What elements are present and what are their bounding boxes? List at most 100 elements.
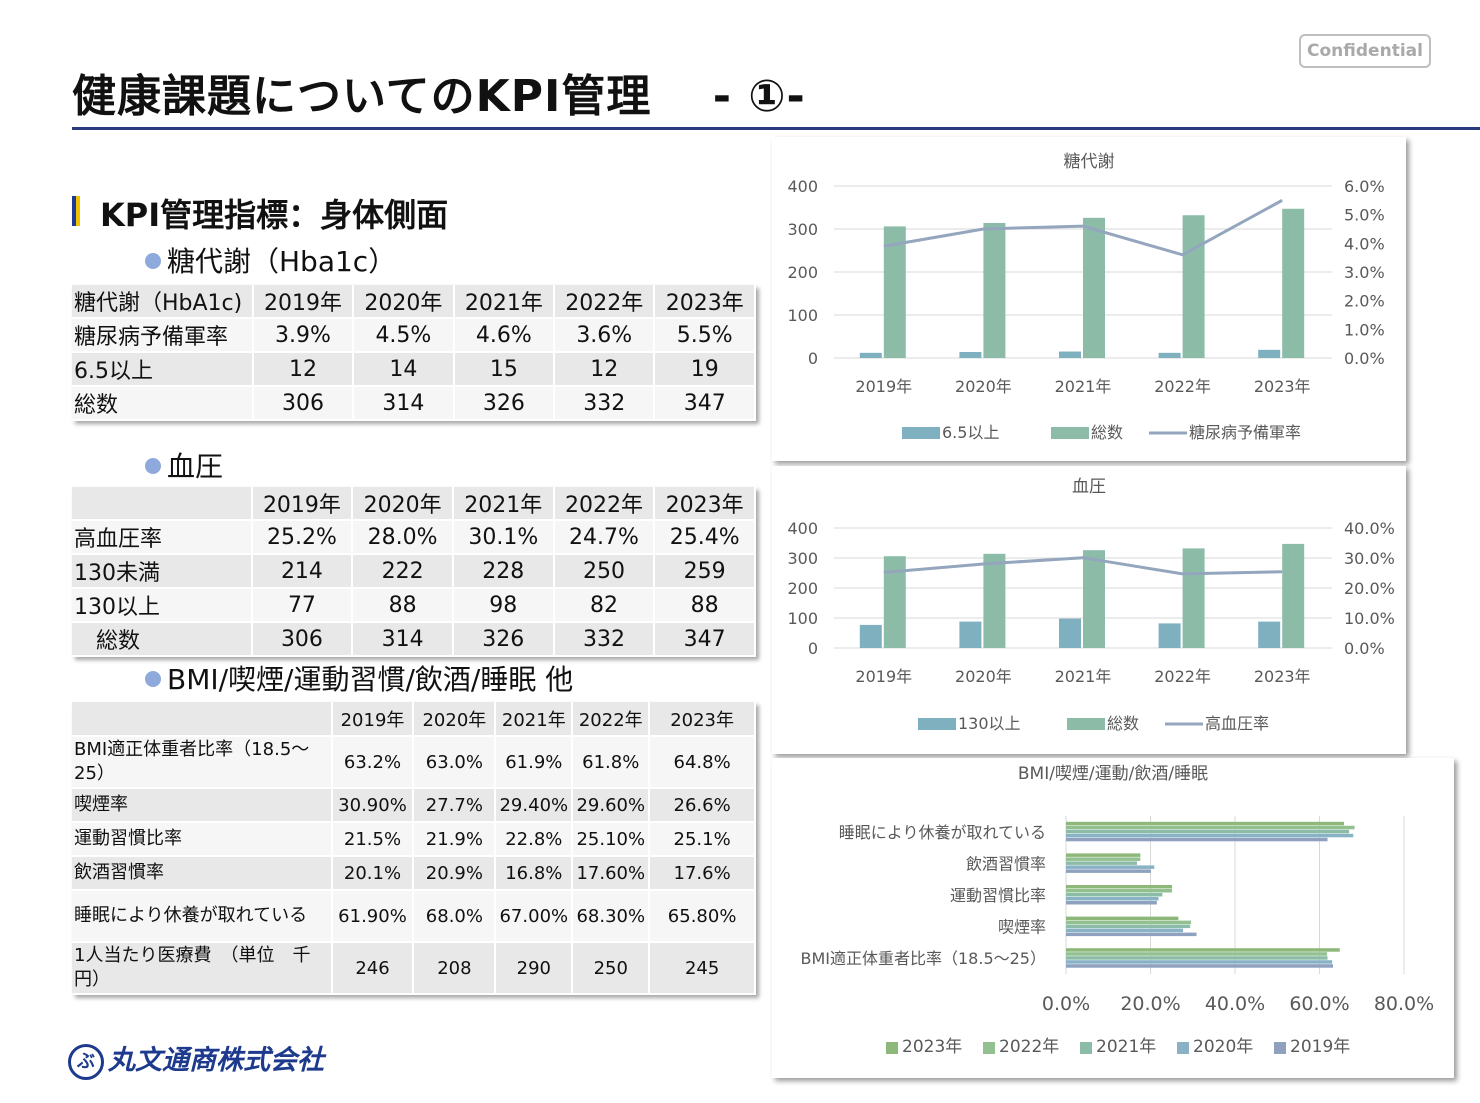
y-tick-label: 喫煙率 bbox=[998, 918, 1046, 937]
table-cell: 65.80% bbox=[649, 890, 756, 943]
table-cell: 347 bbox=[654, 386, 756, 421]
table-cell: 306 bbox=[251, 622, 354, 657]
table-header-cell: 2020年 bbox=[352, 487, 454, 521]
x-tick-label: 2019年 bbox=[855, 377, 912, 396]
table-header-cell: 2022年 bbox=[553, 487, 656, 521]
table-cell: 12 bbox=[554, 352, 656, 387]
legend-swatch bbox=[983, 1042, 995, 1054]
blood-pressure-table: 2019年 2020年 2021年 2022年 2023年 高血圧率 25.2%… bbox=[72, 487, 756, 657]
bar-総数 bbox=[1083, 217, 1105, 358]
bar-2021年 bbox=[1066, 829, 1350, 834]
bar-2022年 bbox=[1066, 920, 1192, 925]
table-cell: 27.7% bbox=[413, 788, 497, 823]
table-cell: 3.9% bbox=[252, 318, 355, 353]
lifestyle-bar-chart: BMI/喫煙/運動/飲酒/睡眠 0.0% 20.0% 40.0% 60.0% 80.0% 睡… bbox=[801, 764, 1435, 1057]
table-row-label: 総数 bbox=[72, 622, 253, 657]
table-row-label: 運動習慣比率 bbox=[72, 822, 333, 857]
table-header-row: 2019年 2020年 2021年 2022年 2023年 bbox=[72, 487, 756, 521]
table-row: 6.5以上 12 14 15 12 19 bbox=[72, 352, 756, 387]
table-cell: 88 bbox=[654, 588, 756, 623]
legend-label: 6.5以上 bbox=[942, 423, 999, 442]
x-tick-label: 60.0% bbox=[1289, 993, 1349, 1015]
table-cell: 20.1% bbox=[331, 856, 415, 891]
y-tick-label: 睡眠により休養が取れている bbox=[839, 823, 1046, 842]
bullet-bp-label: 血圧 bbox=[167, 450, 224, 483]
table-cell: 214 bbox=[251, 554, 354, 589]
bar-6.5以上 bbox=[1158, 352, 1181, 358]
chart-title: BMI/喫煙/運動/飲酒/睡眠 bbox=[1018, 764, 1208, 784]
table-cell: 259 bbox=[654, 554, 756, 589]
bar-130以上 bbox=[1158, 623, 1181, 648]
table-header-cell: 2019年 bbox=[252, 285, 355, 319]
table-cell: 20.9% bbox=[413, 856, 497, 891]
table-cell: 5.5% bbox=[654, 318, 756, 353]
table-header-cell: 2023年 bbox=[649, 702, 756, 737]
title-underline bbox=[72, 127, 1480, 130]
table-row-label: 130以上 bbox=[72, 588, 253, 623]
table-cell: 17.6% bbox=[649, 856, 756, 891]
bullet-dot-icon bbox=[145, 458, 161, 474]
bar-2019年 bbox=[1066, 901, 1157, 905]
bar-130以上 bbox=[1258, 621, 1281, 648]
bar-総数 bbox=[1182, 548, 1205, 648]
line-糖尿病予備軍率 bbox=[883, 199, 1283, 257]
y-tick-label: 300 bbox=[787, 220, 818, 239]
table-header-cell: 2022年 bbox=[554, 285, 656, 319]
table-cell: 19 bbox=[654, 352, 756, 387]
y-tick-label: 0 bbox=[808, 639, 818, 658]
table-cell: 290 bbox=[495, 942, 574, 995]
table-header-cell bbox=[72, 487, 253, 521]
legend-label: 2020年 bbox=[1193, 1037, 1253, 1057]
table-cell: 61.8% bbox=[572, 736, 651, 789]
legend-label: 2019年 bbox=[1290, 1037, 1350, 1057]
table-cell: 68.0% bbox=[413, 890, 497, 943]
bar-6.5以上 bbox=[859, 352, 882, 358]
bar-2022年 bbox=[1066, 857, 1141, 861]
company-mark-icon: ぶ bbox=[68, 1043, 104, 1080]
table-cell: 25.10% bbox=[572, 822, 651, 857]
chart-title: 血圧 bbox=[1072, 477, 1106, 497]
table-row: 睡眠により休養が取れている 61.90% 68.0% 67.00% 68.30%… bbox=[72, 890, 756, 943]
bar-2021年 bbox=[1066, 893, 1163, 897]
x-tick-label: 0.0% bbox=[1042, 993, 1090, 1015]
table-cell: 98 bbox=[452, 588, 555, 623]
y2-tick-label: 5.0% bbox=[1344, 206, 1385, 225]
table-row: 130未満 214 222 228 250 259 bbox=[72, 554, 756, 589]
table-cell: 21.9% bbox=[413, 822, 497, 857]
blood-pressure-combo-chart: 血圧 0 100 200 300 400 0.0% 10.0% 20.0% 30.0% 40.0% 2… bbox=[787, 477, 1395, 733]
legend-label: 高血圧率 bbox=[1205, 714, 1269, 733]
y2-tick-label: 40.0% bbox=[1344, 519, 1395, 538]
legend-label: 2021年 bbox=[1096, 1037, 1156, 1057]
legend-swatch bbox=[902, 427, 940, 439]
table-header-cell: 2023年 bbox=[654, 487, 756, 521]
table-cell: 29.40% bbox=[495, 788, 574, 823]
bullet-glucose-label: 糖代謝（Hba1c） bbox=[167, 245, 397, 278]
table-row: 総数 306 314 326 332 347 bbox=[72, 622, 756, 657]
bar-総数 bbox=[983, 553, 1006, 648]
table-header-cell: 2022年 bbox=[572, 702, 651, 737]
legend-swatch bbox=[1080, 1042, 1092, 1054]
bar-2020年 bbox=[1066, 865, 1155, 869]
table-cell: 3.6% bbox=[554, 318, 656, 353]
legend-swatch bbox=[1177, 1042, 1189, 1054]
bar-130以上 bbox=[859, 624, 882, 648]
table-cell: 306 bbox=[252, 386, 355, 421]
table-cell: 67.00% bbox=[495, 890, 574, 943]
y2-tick-label: 0.0% bbox=[1344, 639, 1385, 658]
x-tick-label: 2020年 bbox=[955, 377, 1012, 396]
table-header-cell: 糖代謝（HbA1c) bbox=[72, 285, 254, 319]
table-cell: 77 bbox=[251, 588, 354, 623]
bar-総数 bbox=[983, 222, 1006, 358]
bar-2020年 bbox=[1066, 960, 1333, 964]
y-tick-label: BMI適正体重者比率（18.5～25） bbox=[801, 949, 1047, 968]
table-cell: 14 bbox=[353, 352, 455, 387]
bar-2019年 bbox=[1066, 932, 1197, 937]
legend-swatch bbox=[918, 718, 956, 730]
company-name: 丸文通商株式会社 bbox=[108, 1045, 324, 1076]
y2-tick-label: 1.0% bbox=[1344, 320, 1385, 339]
y2-tick-label: 0.0% bbox=[1344, 349, 1385, 368]
table-cell: 29.60% bbox=[572, 788, 651, 823]
x-tick-label: 80.0% bbox=[1374, 993, 1434, 1015]
bar-2020年 bbox=[1066, 833, 1354, 838]
legend-label: 130以上 bbox=[958, 714, 1021, 733]
